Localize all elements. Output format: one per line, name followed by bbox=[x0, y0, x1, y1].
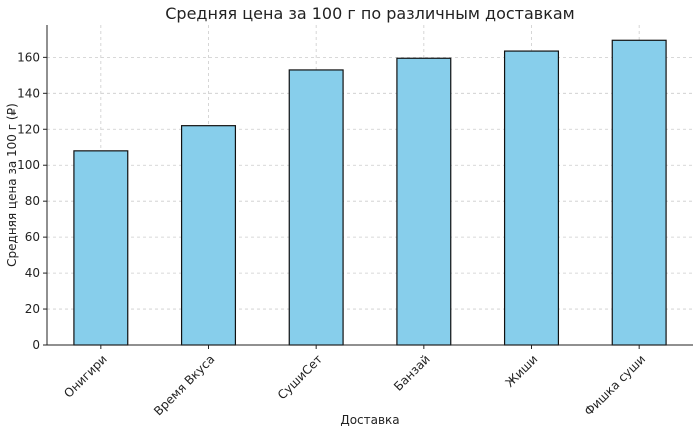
y-tick-label: 120 bbox=[17, 122, 40, 136]
bar bbox=[73, 150, 129, 346]
y-tick-label: 140 bbox=[17, 86, 40, 100]
x-axis-label: Доставка bbox=[340, 413, 399, 427]
x-tick-label: Банзай bbox=[391, 352, 433, 394]
bar bbox=[611, 39, 667, 346]
y-tick-label: 80 bbox=[25, 194, 40, 208]
bar bbox=[396, 57, 452, 346]
x-tick-label: Жиши bbox=[503, 352, 541, 390]
bar bbox=[288, 69, 344, 346]
y-axis-label: Средняя цена за 100 г (₽) bbox=[5, 103, 19, 267]
chart-title: Средняя цена за 100 г по различным доста… bbox=[165, 4, 575, 23]
bar bbox=[503, 50, 560, 346]
y-tick-label: 20 bbox=[25, 302, 40, 316]
y-tick-label: 0 bbox=[32, 338, 40, 352]
y-tick-label: 100 bbox=[17, 158, 40, 172]
x-tick-label: Время Вкуса bbox=[151, 352, 217, 418]
y-tick-label: 160 bbox=[17, 50, 40, 64]
y-tick-label: 40 bbox=[25, 266, 40, 280]
x-tick-label: СушиСет bbox=[275, 352, 325, 402]
bar bbox=[180, 125, 237, 346]
y-tick-label: 60 bbox=[25, 230, 40, 244]
x-tick-label: Онигири bbox=[61, 352, 110, 401]
x-tick-label: Фишка суши bbox=[582, 352, 648, 418]
